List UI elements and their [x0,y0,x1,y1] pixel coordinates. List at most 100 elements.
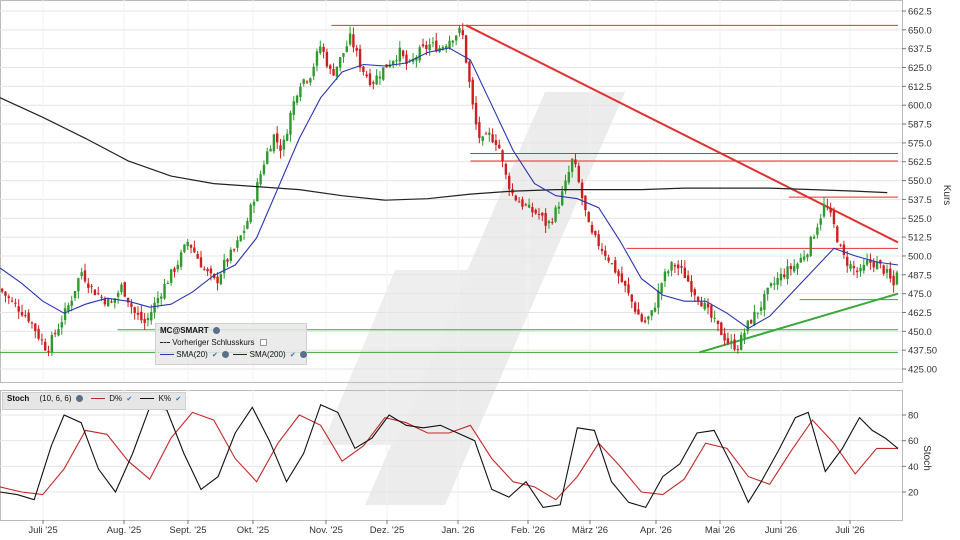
candle-down [276,133,279,143]
dashed-line-icon [160,342,170,344]
stoch-tick-label: 80 [908,411,919,422]
candle-up [113,298,117,303]
candle-down [40,339,44,341]
candle-up [335,66,339,77]
candle-up [792,265,796,272]
candle-down [534,209,537,214]
candle-down [7,296,10,299]
candle-down [789,265,793,270]
candle-up [816,227,819,235]
candle-down [551,222,554,224]
x-tick-label: Apr. '26 [640,525,672,536]
candle-up [160,296,163,299]
candle-up [239,235,242,241]
candle-down [623,280,627,286]
resistance-line [465,24,899,244]
candle-down [209,268,213,274]
candle-up [73,290,77,299]
candle-up [219,274,223,285]
candle-down [478,122,481,138]
candle-down [329,65,332,69]
settings-icon[interactable] [299,351,307,359]
watermark-stripe-lower [322,270,470,445]
candle-down [305,81,309,83]
candle-up [743,332,746,338]
candle-down [421,44,425,47]
candle-up [415,57,418,61]
candle-down [4,291,7,296]
check-icon[interactable]: ✔ [175,396,182,403]
settings-icon[interactable] [212,327,220,335]
candle-down [531,207,534,213]
price-tick-label: 637.5 [908,44,932,55]
candle-down [829,208,832,213]
candle-up [252,201,256,206]
candle-up [822,204,826,217]
legend-sma200: SMA(200) [249,350,286,359]
price-tick-label: 475.0 [908,289,932,300]
k-line-icon [140,398,155,400]
check-icon[interactable]: ✔ [289,352,296,359]
candle-up [246,221,249,229]
candle-down [20,311,24,316]
candle-down [524,204,527,206]
candle-up [375,75,378,85]
x-tick-label: Mai '26 [705,525,735,536]
support-line [698,292,899,354]
x-tick-label: Jan. '26 [442,525,475,536]
watermark-logo [322,92,625,505]
candle-up [570,158,574,172]
candle-down [614,260,617,273]
candle-up [862,264,865,271]
candle-up [312,66,315,77]
candle-down [468,61,471,82]
check-icon[interactable]: ✔ [126,396,133,403]
candle-up [262,164,266,175]
settings-icon[interactable] [222,351,230,359]
x-tick-label: Nov. '25 [309,525,343,536]
candle-down [17,306,20,312]
check-icon[interactable]: ✔ [212,352,218,359]
price-tick-label: 587.5 [908,120,932,131]
checkbox-icon[interactable] [259,339,267,347]
candle-down [484,133,488,135]
candle-down [673,265,677,267]
price-tick-label: 612.5 [908,82,932,93]
price-tick-label: 650.0 [908,25,932,36]
candle-down [405,54,408,65]
candle-down [633,302,637,312]
candle-down [677,264,680,269]
price-tick-label: 450.0 [908,327,932,338]
candle-up [713,317,716,319]
candle-up [650,310,653,316]
candle-up [779,273,783,281]
stoch-params: (10, 6, 6) [39,394,72,403]
candle-down [199,257,203,268]
price-axis-title: Kurs [941,185,952,206]
candle-up [527,204,531,208]
candle-up [428,44,431,51]
candle-down [517,201,521,203]
candle-up [315,51,319,66]
candle-up [156,297,160,304]
price-tick-label: 425.00 [908,365,937,376]
candle-up [458,27,461,33]
price-tick-label: 500.0 [908,251,932,262]
candle-up [80,272,83,277]
candle-up [657,290,660,308]
price-tick-label: 662.5 [908,7,932,18]
candle-up [63,308,67,320]
candle-down [123,282,126,297]
candle-up [176,264,179,270]
candle-up [153,302,156,313]
candle-down [855,270,859,273]
candle-up [259,174,262,185]
candle-up [295,95,299,103]
candle-down [783,274,786,278]
x-tick-label: Sept. '25 [169,525,206,536]
candle-down [836,226,839,243]
price-tick-label: 537.5 [908,195,932,206]
settings-icon[interactable] [75,395,83,403]
candle-down [892,275,895,286]
candle-up [342,53,345,57]
